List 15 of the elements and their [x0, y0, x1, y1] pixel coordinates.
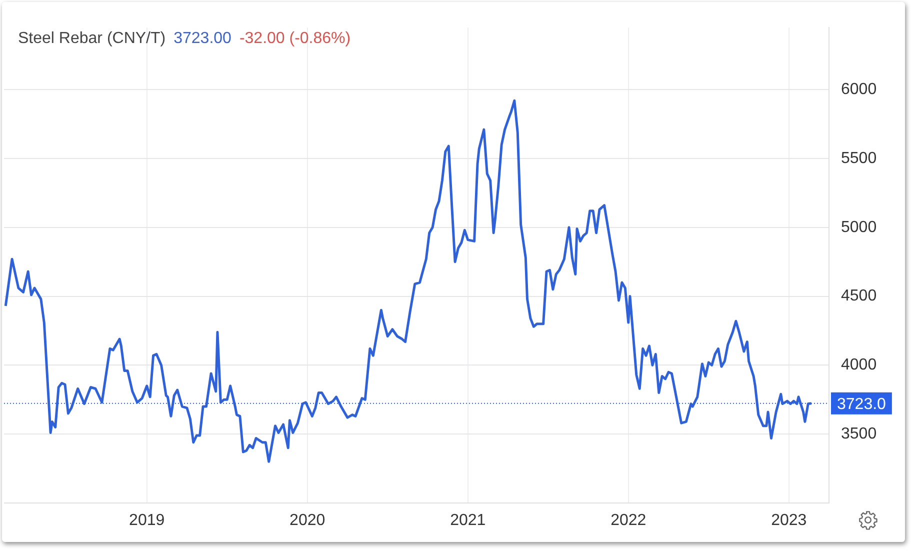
x-tick-label: 2022 [610, 512, 646, 530]
y-tick-label: 5500 [841, 150, 877, 167]
annotation: -32.00 (-0.86%) [239, 30, 351, 47]
ref-line-label: 3723.0 [837, 396, 886, 413]
annotation: 3723.00 [174, 30, 232, 47]
y-tick-label: 3500 [841, 426, 877, 443]
y-tick-label: 4000 [841, 356, 877, 374]
x-tick-label: 2023 [771, 512, 807, 530]
y-tick-label: 6000 [841, 81, 877, 98]
x-tick-label: 2020 [290, 512, 326, 530]
chart-title: Steel Rebar (CNY/T) [18, 30, 166, 47]
x-tick-label: 2019 [129, 512, 165, 530]
x-tick-label: 2021 [450, 512, 486, 530]
y-tick-label: 5000 [841, 218, 877, 236]
y-tick-label: 4500 [841, 288, 877, 305]
